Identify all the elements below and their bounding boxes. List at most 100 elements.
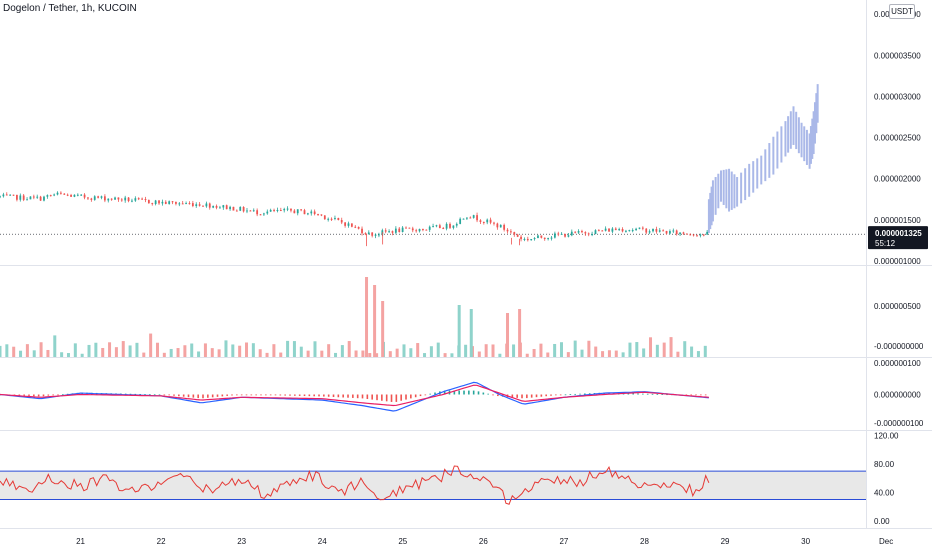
volume-bar xyxy=(450,353,454,357)
candle-body xyxy=(361,228,363,234)
candle-body xyxy=(520,236,522,240)
volume-bar xyxy=(39,342,43,357)
volume-bar xyxy=(457,305,461,357)
symbol-title[interactable]: Dogelon / Tether, 1h, KUCOIN xyxy=(3,3,137,14)
macd-histogram-bar xyxy=(28,394,30,396)
volume-bar xyxy=(334,352,338,357)
candle-body xyxy=(188,203,191,205)
candle-body xyxy=(313,211,316,215)
candle-body xyxy=(259,214,262,216)
time-axis[interactable]: 21 22 23 24 25 26 27 28 29 30 Dec xyxy=(76,537,893,546)
candle-body xyxy=(550,237,553,239)
candle-body xyxy=(625,230,627,232)
volume-bar xyxy=(655,344,659,357)
candle-body xyxy=(279,210,282,212)
macd-histogram-bar xyxy=(163,394,166,396)
candle-body xyxy=(327,218,330,220)
volume-bar xyxy=(423,353,427,357)
volume-bar xyxy=(108,342,112,357)
macd-histogram-bar xyxy=(588,393,591,395)
macd-histogram-bar xyxy=(197,394,199,399)
macd-histogram-bar xyxy=(400,394,402,401)
candle-body xyxy=(614,228,617,231)
macd-histogram-bar xyxy=(332,394,335,398)
macd-histogram-bar xyxy=(294,394,296,396)
macd-histogram-bar xyxy=(419,394,422,397)
candle-body xyxy=(438,225,441,229)
candle-body xyxy=(350,223,353,227)
candle-body xyxy=(530,238,533,241)
candle-body xyxy=(526,238,529,241)
candle-body xyxy=(222,205,225,208)
macd-histogram-bar xyxy=(308,394,311,397)
volume-bar xyxy=(60,352,64,357)
candle-body xyxy=(63,193,66,195)
volume-bar xyxy=(176,348,180,357)
candle-body xyxy=(499,224,502,228)
volume-bar xyxy=(114,347,118,357)
candle-body xyxy=(22,195,25,200)
candle-body xyxy=(675,230,678,235)
volume-bar xyxy=(607,350,611,357)
candle-body xyxy=(87,197,89,199)
macd-histogram-bar xyxy=(405,394,407,400)
candle-body xyxy=(476,215,478,221)
macd-histogram-bar xyxy=(265,394,267,396)
volume-bar xyxy=(601,351,605,357)
candle-body xyxy=(516,234,519,237)
macd-histogram-bar xyxy=(303,394,306,397)
volume-bar xyxy=(340,345,344,357)
macd-tick-label: 0.000000100 xyxy=(874,359,921,368)
volume-bar xyxy=(354,350,358,357)
macd-histogram-bar xyxy=(289,394,291,396)
candle-body xyxy=(0,196,1,198)
candle-body xyxy=(496,223,499,228)
volume-bar xyxy=(676,351,680,357)
candle-body xyxy=(306,213,309,215)
candle-body xyxy=(425,229,428,231)
volume-bar xyxy=(683,341,687,357)
rsi-line xyxy=(0,465,710,505)
price-axis[interactable]: 0.0000040000.0000035000.0000030000.00000… xyxy=(868,10,928,526)
candle-body xyxy=(672,230,675,232)
macd-histogram-bar xyxy=(342,394,344,398)
candle-body xyxy=(266,211,269,214)
price-candles xyxy=(0,191,709,247)
candle-body xyxy=(493,222,495,224)
macd-histogram-bar xyxy=(182,394,185,397)
volume-bar xyxy=(101,347,105,357)
candle-body xyxy=(533,238,536,240)
candle-body xyxy=(540,235,543,238)
candle-body xyxy=(317,214,319,216)
macd-histogram-bar xyxy=(535,394,538,398)
time-tick-label: 24 xyxy=(318,537,327,546)
volume-bar xyxy=(46,349,50,357)
macd-histogram-bar xyxy=(443,390,446,395)
candle-body xyxy=(482,221,485,223)
candle-body xyxy=(296,209,299,214)
volume-bar xyxy=(66,353,70,357)
candle-body xyxy=(330,218,333,220)
volume-bar xyxy=(231,344,235,357)
macd-histogram-bar xyxy=(226,394,228,396)
volume-bar xyxy=(518,309,522,357)
candle-body xyxy=(205,203,208,207)
price-tick-label: 0.000002500 xyxy=(874,134,921,143)
candle-body xyxy=(621,229,624,232)
volume-bar xyxy=(512,344,516,357)
macd-histogram-bar xyxy=(352,394,354,398)
volume-bar xyxy=(313,341,317,357)
candle-body xyxy=(239,206,242,211)
candle-body xyxy=(269,209,272,212)
volume-bar xyxy=(621,352,625,357)
candle-body xyxy=(19,195,22,200)
candle-body xyxy=(560,233,563,235)
candle-body xyxy=(384,230,387,232)
volume-bar xyxy=(498,353,502,357)
macd-histogram-bar xyxy=(574,393,576,395)
currency-button[interactable]: USDT xyxy=(889,4,915,19)
macd-histogram-bar xyxy=(158,394,161,396)
volume-bar xyxy=(464,344,468,357)
